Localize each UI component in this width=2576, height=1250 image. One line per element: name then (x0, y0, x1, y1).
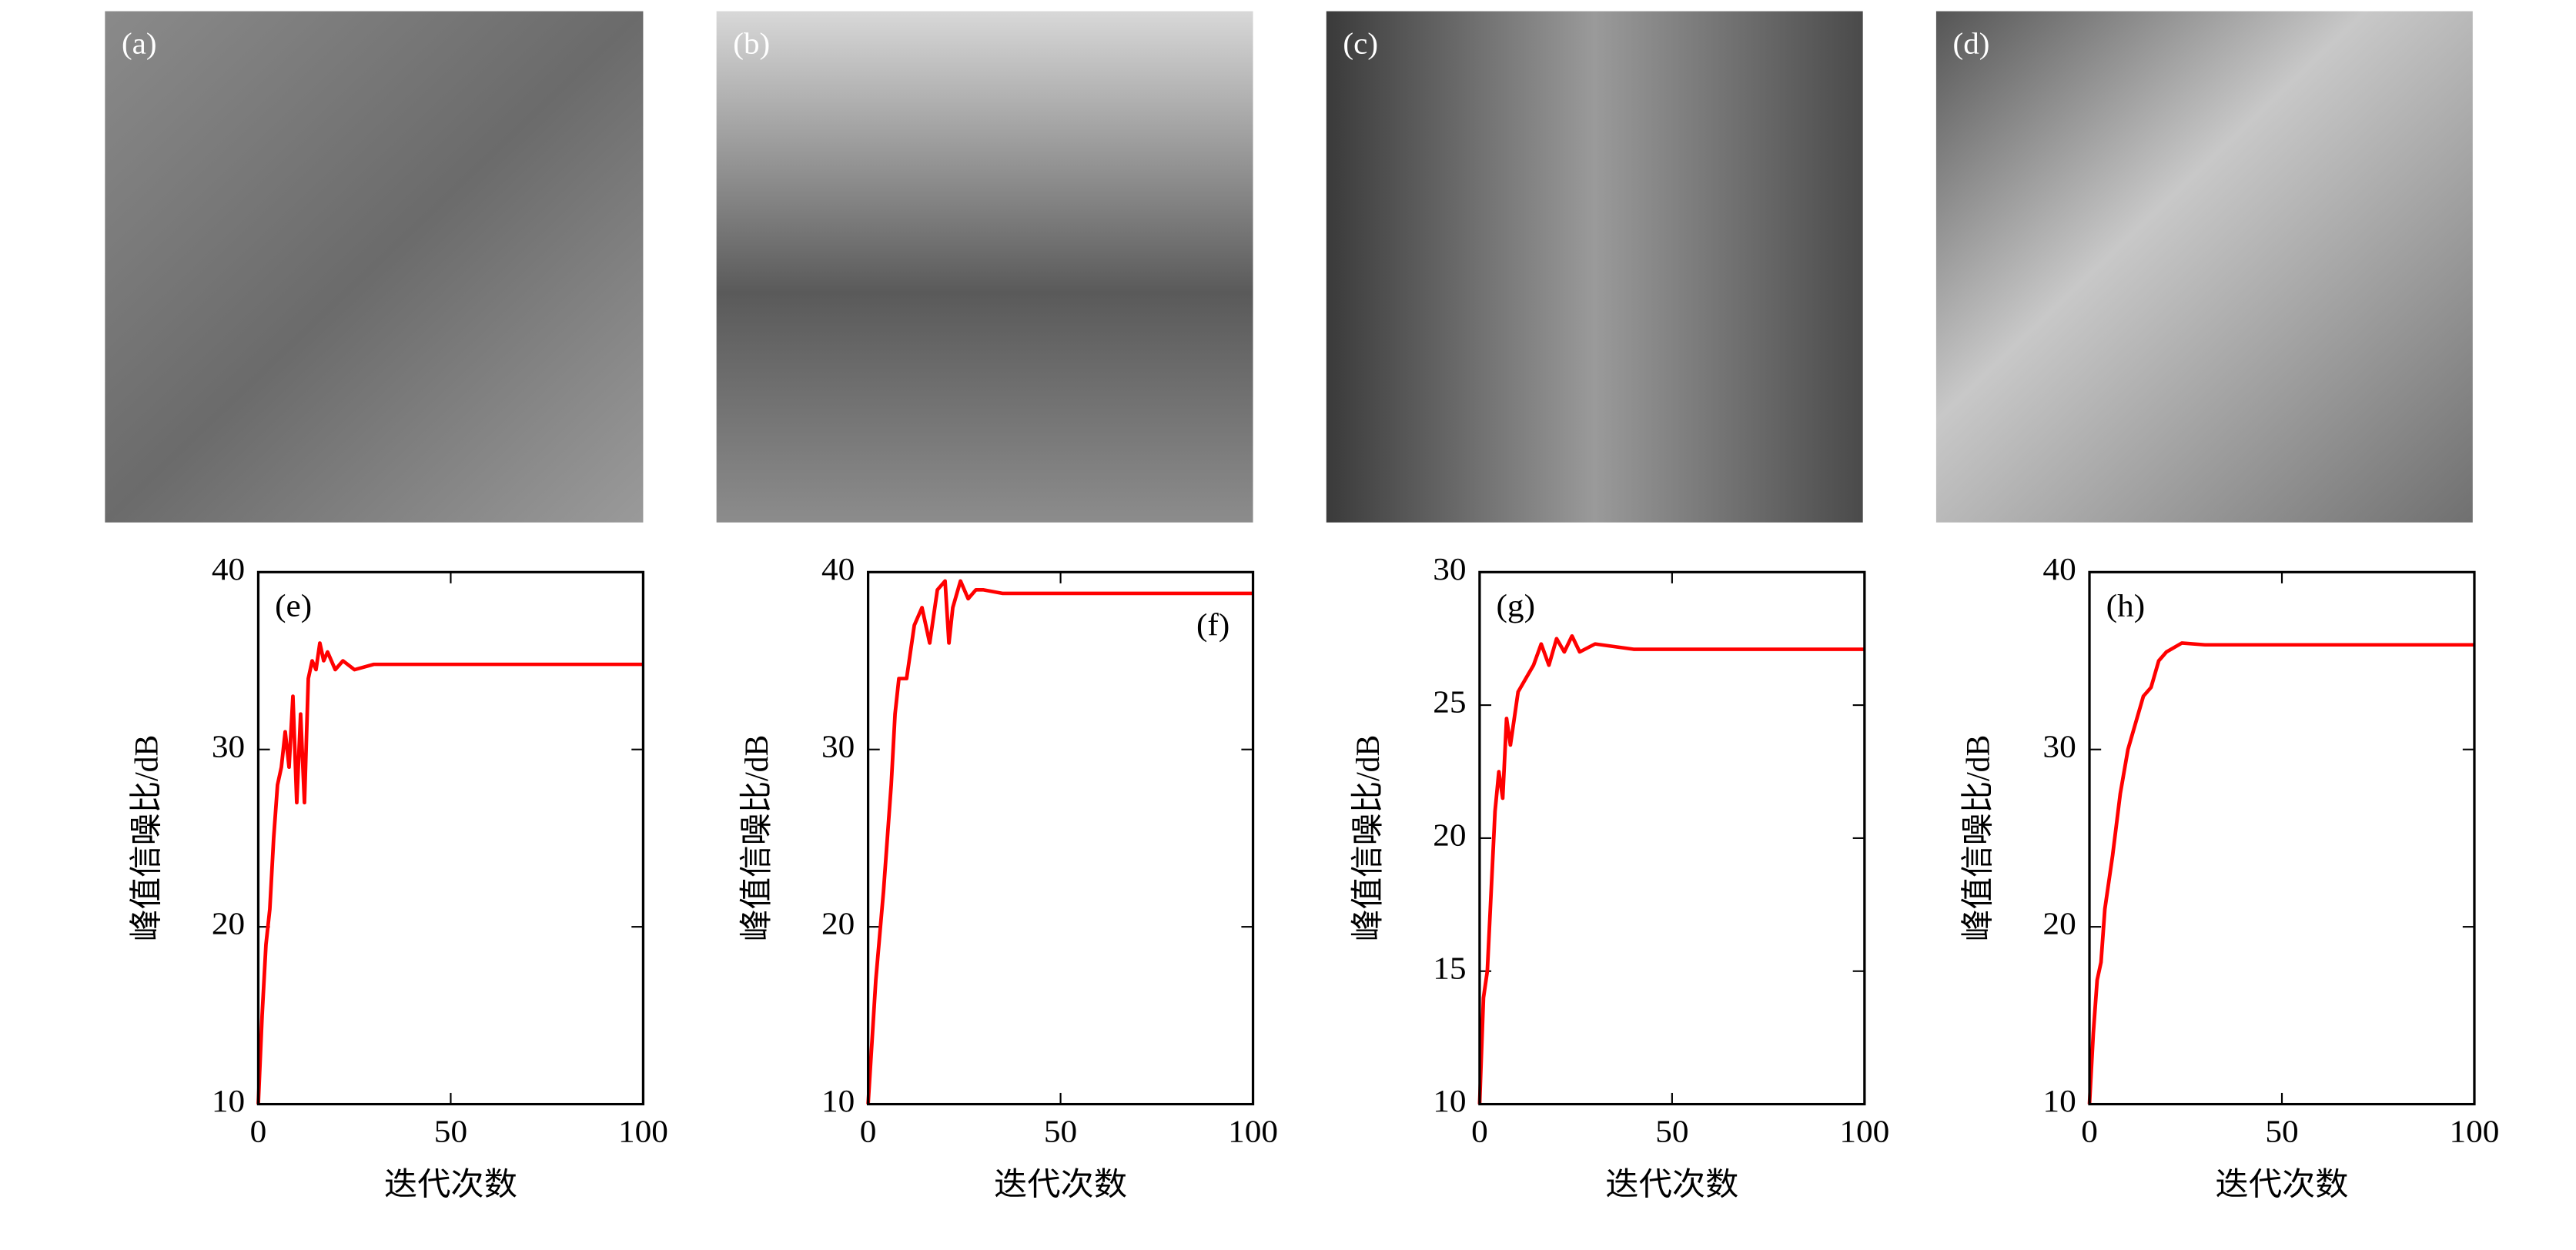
plot-frame (866, 570, 1255, 1106)
y-tick-label: 15 (1433, 951, 1466, 986)
y-tick-label: 10 (2042, 1084, 2076, 1119)
data-line (1477, 633, 1865, 1105)
y-tick-label: 40 (2042, 552, 2076, 587)
photo (716, 11, 1253, 523)
y-tick-label: 20 (821, 906, 855, 941)
photo (105, 11, 644, 523)
data-line (2087, 641, 2474, 1105)
y-tick-label: 10 (1433, 1084, 1466, 1119)
data-line (866, 579, 1253, 1105)
image-label: (a) (122, 26, 157, 60)
image-label: (c) (1343, 26, 1378, 60)
y-axis-label: 峰值信噪比/dB (738, 735, 775, 941)
plot-frame (2088, 570, 2476, 1106)
y-tick-label: 30 (1433, 552, 1466, 587)
x-axis-label: 迭代次数 (1605, 1167, 1738, 1202)
panel-label: (g) (1497, 588, 1535, 623)
y-tick-label: 20 (212, 906, 245, 941)
y-tick-label: 30 (212, 729, 245, 764)
y-axis-label: 峰值信噪比/dB (1350, 735, 1387, 941)
panel-label: (e) (275, 588, 312, 623)
x-tick-label: 0 (860, 1114, 877, 1149)
x-axis-label: 迭代次数 (994, 1167, 1127, 1202)
x-tick-label: 50 (1655, 1114, 1688, 1149)
x-tick-label: 50 (1044, 1114, 1077, 1149)
plot-frame (256, 570, 645, 1106)
x-axis-label: 迭代次数 (384, 1167, 517, 1202)
image-label: (d) (1953, 26, 1990, 60)
x-tick-label: 100 (2450, 1114, 2500, 1149)
x-tick-label: 0 (2081, 1114, 2098, 1149)
plot-frame (1478, 570, 1866, 1106)
y-axis-label: 峰值信噪比/dB (129, 735, 166, 941)
x-tick-label: 100 (1228, 1114, 1278, 1149)
y-axis-label: 峰值信噪比/dB (1960, 735, 1997, 941)
y-tick-label: 40 (212, 552, 245, 587)
y-tick-label: 10 (212, 1084, 245, 1119)
x-tick-label: 0 (250, 1114, 267, 1149)
photo (1935, 11, 2473, 523)
x-tick-label: 50 (434, 1114, 467, 1149)
y-tick-label: 10 (821, 1084, 855, 1119)
photo (1326, 11, 1863, 523)
panel-label: (h) (2106, 588, 2145, 623)
x-tick-label: 0 (1471, 1114, 1488, 1149)
image-label: (b) (733, 26, 770, 60)
y-tick-label: 25 (1433, 684, 1466, 720)
x-tick-label: 50 (2265, 1114, 2298, 1149)
x-axis-label: 迭代次数 (2215, 1167, 2348, 1202)
y-tick-label: 20 (2042, 906, 2076, 941)
x-tick-label: 100 (1839, 1114, 1889, 1149)
data-line (256, 641, 644, 1105)
y-tick-label: 40 (821, 552, 855, 587)
y-tick-label: 30 (2042, 729, 2076, 764)
y-tick-label: 30 (821, 729, 855, 764)
x-tick-label: 100 (618, 1114, 668, 1149)
y-tick-label: 20 (1433, 817, 1466, 853)
panel-label: (f) (1196, 607, 1229, 643)
